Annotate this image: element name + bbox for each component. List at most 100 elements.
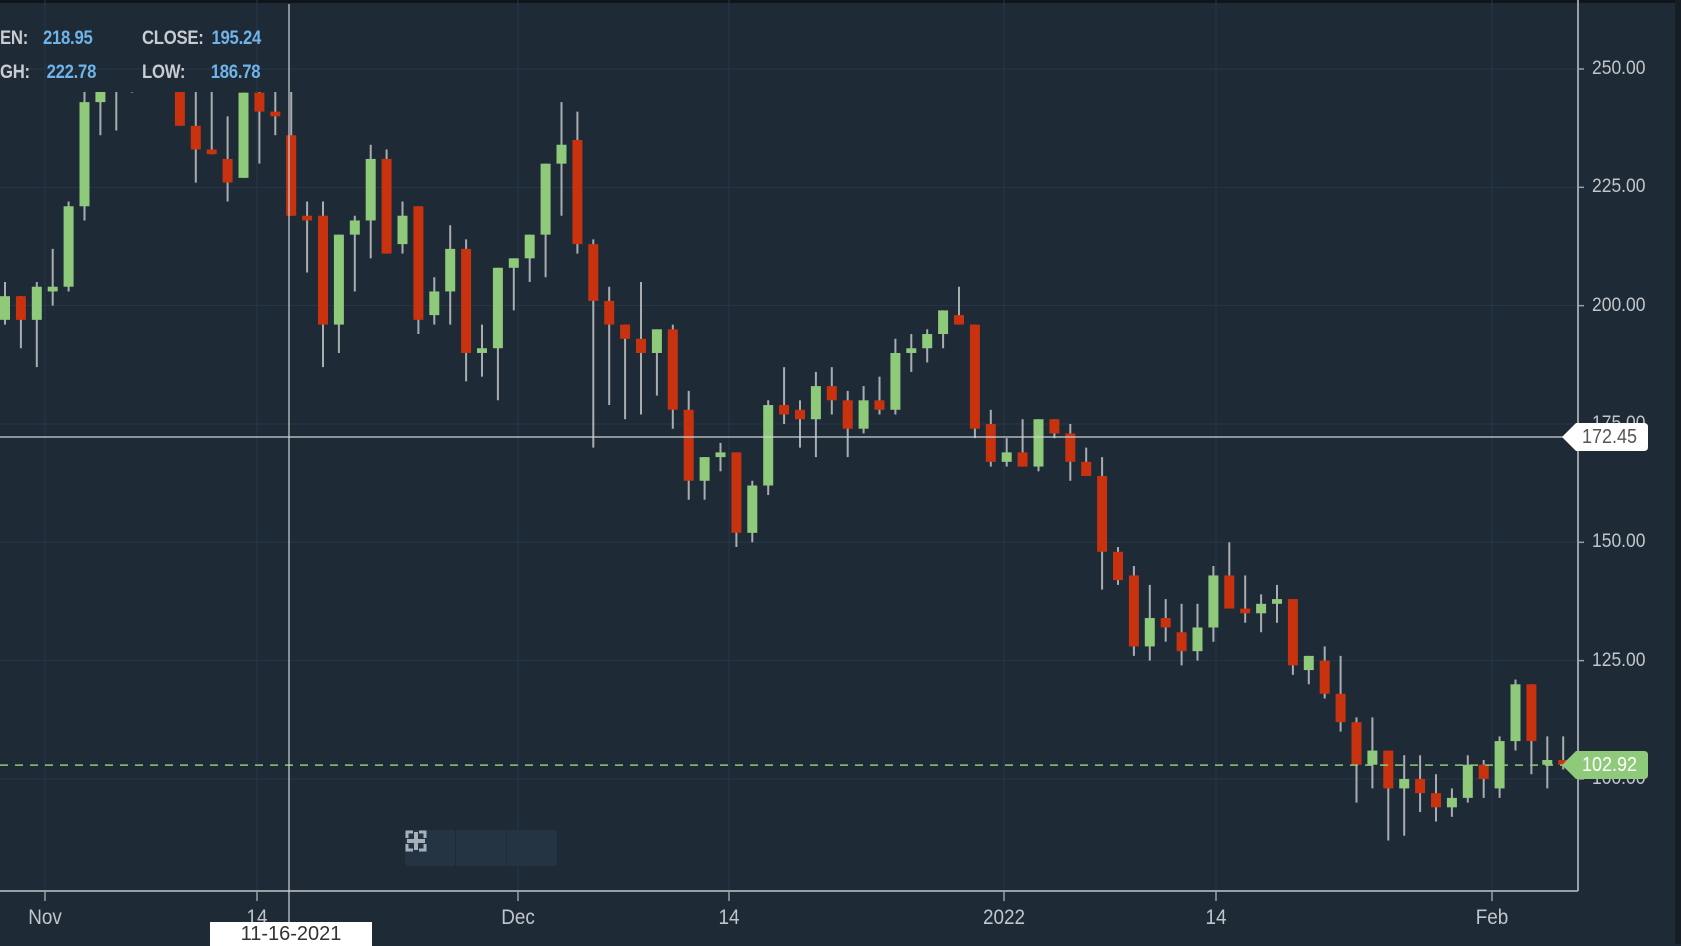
candle-up[interactable] (508, 258, 519, 268)
candle-down[interactable] (1526, 684, 1537, 742)
candle-up[interactable] (1144, 618, 1155, 647)
candle-up[interactable] (556, 144, 567, 164)
candle-down[interactable] (985, 423, 996, 462)
fullscreen-button[interactable] (405, 830, 557, 866)
candle-up[interactable] (922, 334, 933, 349)
candle-up[interactable] (445, 248, 456, 292)
candle-up[interactable] (858, 400, 869, 429)
candle-down[interactable] (1351, 722, 1362, 765)
candle-up[interactable] (651, 329, 662, 353)
candle-up[interactable] (1494, 741, 1505, 789)
candle-up[interactable] (429, 291, 440, 316)
candle-down[interactable] (1319, 660, 1330, 694)
candle-down[interactable] (1128, 575, 1139, 647)
candle-down[interactable] (636, 338, 646, 353)
candle-up[interactable] (492, 267, 503, 349)
candle-down[interactable] (572, 139, 583, 245)
candle-down[interactable] (254, 92, 265, 112)
candle-down[interactable] (667, 329, 678, 410)
candle-up[interactable] (95, 45, 106, 103)
candle-down[interactable] (1558, 760, 1569, 765)
candle-up[interactable] (1399, 778, 1410, 789)
candle-down[interactable] (795, 409, 805, 420)
candle-up[interactable] (1542, 760, 1553, 765)
candle-up[interactable] (540, 163, 551, 235)
candle-down[interactable] (270, 111, 281, 117)
candle-down[interactable] (1431, 793, 1441, 808)
candle-down[interactable] (1097, 476, 1108, 552)
candle-down[interactable] (826, 386, 837, 401)
candle-up[interactable] (0, 296, 10, 320)
candle-down[interactable] (15, 296, 26, 320)
candle-up[interactable] (238, 92, 249, 178)
candle-down[interactable] (969, 324, 980, 429)
candle-up[interactable] (47, 286, 58, 292)
candle-up[interactable] (763, 405, 774, 486)
candle-up[interactable] (699, 457, 710, 481)
candle-down[interactable] (1049, 419, 1060, 434)
candle-down[interactable] (1160, 618, 1171, 628)
candle-down[interactable] (1383, 750, 1394, 789)
candle-down[interactable] (286, 135, 297, 216)
candle-down[interactable] (1113, 551, 1123, 581)
candle-up[interactable] (63, 206, 74, 287)
candle-down[interactable] (954, 315, 964, 325)
candle-down[interactable] (1017, 452, 1028, 467)
candle-down[interactable] (1240, 608, 1251, 614)
candle-up[interactable] (477, 348, 487, 353)
candle-up[interactable] (349, 220, 360, 235)
candle-down[interactable] (1478, 764, 1489, 779)
candle-down[interactable] (1065, 433, 1076, 462)
candle-down[interactable] (1081, 461, 1092, 477)
candle-down[interactable] (1176, 632, 1187, 652)
candle-up[interactable] (890, 352, 901, 410)
candle-up[interactable] (365, 158, 376, 221)
candle-down[interactable] (874, 400, 885, 410)
candle-down[interactable] (1287, 599, 1298, 666)
candle-down[interactable] (206, 149, 217, 155)
candle-down[interactable] (111, 41, 121, 88)
candle-down[interactable] (222, 158, 233, 183)
zoom-in-button[interactable] (407, 830, 507, 866)
candle-up[interactable] (524, 234, 535, 259)
candle-up[interactable] (1510, 684, 1521, 742)
candle-down[interactable] (588, 244, 599, 301)
candle-up[interactable] (127, 31, 137, 83)
candle-up[interactable] (1001, 452, 1012, 462)
candle-down[interactable] (620, 324, 631, 339)
candle-down[interactable] (174, 74, 185, 126)
candle-down[interactable] (842, 400, 853, 429)
candle-up[interactable] (1367, 750, 1378, 765)
candle-down[interactable] (779, 405, 790, 415)
candle-down[interactable] (1415, 778, 1426, 794)
candle-up[interactable] (1192, 627, 1203, 652)
candle-up[interactable] (1256, 603, 1267, 614)
candle-down[interactable] (318, 215, 328, 325)
candle-down[interactable] (302, 215, 313, 221)
candle-up[interactable] (333, 234, 344, 325)
candle-up[interactable] (810, 386, 821, 420)
candle-down[interactable] (190, 125, 201, 150)
candle-up[interactable] (1462, 764, 1473, 798)
candle-down[interactable] (731, 452, 742, 533)
candle-up[interactable] (938, 310, 949, 335)
candle-up[interactable] (1208, 575, 1219, 628)
candle-down[interactable] (1335, 693, 1346, 723)
candle-up[interactable] (747, 485, 758, 533)
candle-down[interactable] (683, 409, 694, 481)
candle-up[interactable] (1303, 655, 1314, 671)
candle-up[interactable] (715, 452, 726, 458)
candle-up[interactable] (1446, 797, 1457, 808)
candle-up[interactable] (1272, 599, 1282, 604)
candle-down[interactable] (413, 206, 424, 320)
candle-down[interactable] (604, 300, 615, 325)
candle-down[interactable] (381, 158, 392, 254)
candle-down[interactable] (461, 248, 472, 353)
candle-down[interactable] (1224, 575, 1235, 609)
candle-up[interactable] (31, 286, 42, 320)
candle-up[interactable] (1033, 419, 1044, 467)
candle-up[interactable] (906, 348, 917, 353)
candle-up[interactable] (397, 215, 408, 245)
